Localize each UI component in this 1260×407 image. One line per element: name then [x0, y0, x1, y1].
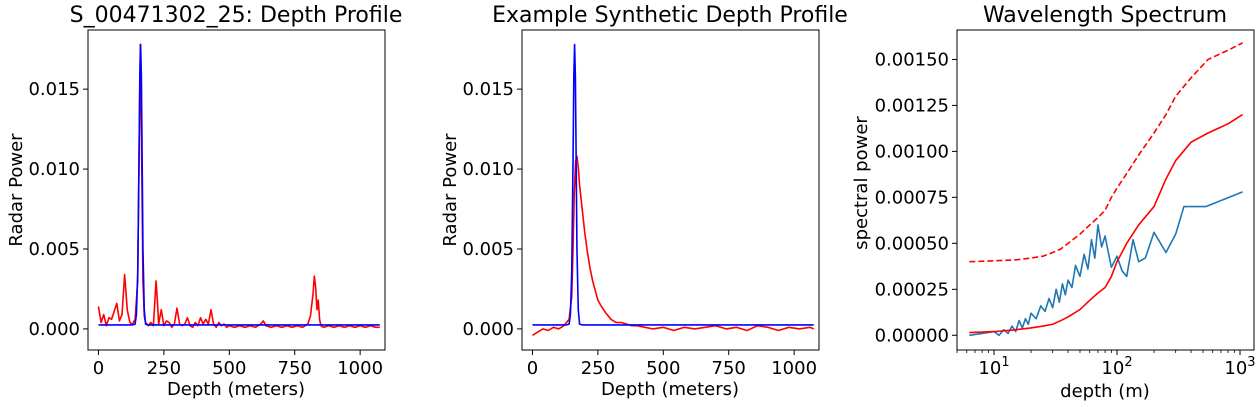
series-line-1 — [969, 191, 1243, 337]
x-tick-label: 750 — [712, 358, 746, 379]
series-line-3 — [969, 42, 1243, 263]
series-line-2 — [532, 43, 814, 326]
series-line-2 — [969, 113, 1244, 334]
y-tick-label: 0.010 — [28, 159, 80, 180]
x-tick-label: 101 — [978, 355, 1009, 379]
series-line-2 — [98, 43, 380, 326]
x-tick-label: 250 — [147, 358, 181, 379]
panel2-title: Example Synthetic Depth Profile — [492, 3, 848, 28]
y-tick-label: 0.005 — [462, 239, 514, 260]
panel2-xlabel: Depth (meters) — [601, 379, 739, 400]
panel3-xlabel: depth (m) — [1060, 381, 1150, 402]
series-line-1 — [532, 155, 815, 336]
panel3-title: Wavelength Spectrum — [983, 3, 1227, 28]
y-tick-label: 0.00150 — [875, 49, 949, 70]
y-tick-label: 0.015 — [462, 79, 514, 100]
axes-frame — [87, 29, 386, 351]
panel3-ylabel: spectral power — [851, 116, 872, 250]
axes-frame — [521, 29, 820, 351]
panel1-ylabel: Radar Power — [6, 133, 27, 247]
series-line-1 — [97, 43, 380, 329]
y-tick-label: 0.000 — [462, 319, 514, 340]
panel-wavelength-spectrum: Wavelength Spectrum depth (m) spectral p… — [851, 3, 1256, 402]
x-tick-label: 102 — [1101, 355, 1132, 379]
panel1-xlabel: Depth (meters) — [167, 379, 305, 400]
y-tick-label: 0.015 — [28, 79, 80, 100]
x-tick-label: 103 — [1224, 355, 1255, 379]
panel-synthetic-profile: Example Synthetic Depth Profile Depth (m… — [440, 3, 848, 400]
y-tick-label: 0.00050 — [875, 233, 949, 254]
axes-frame — [956, 29, 1255, 351]
y-tick-label: 0.00075 — [875, 187, 949, 208]
y-tick-label: 0.005 — [28, 239, 80, 260]
y-tick-label: 0.00125 — [875, 95, 949, 116]
x-tick-label: 500 — [646, 358, 680, 379]
x-tick-label: 0 — [93, 358, 104, 379]
x-tick-label: 500 — [212, 358, 246, 379]
panel2-ylabel: Radar Power — [440, 133, 461, 247]
y-tick-label: 0.010 — [462, 159, 514, 180]
y-tick-label: 0.00100 — [875, 141, 949, 162]
x-tick-label: 0 — [527, 358, 538, 379]
y-tick-label: 0.000 — [28, 319, 80, 340]
x-tick-label: 1000 — [771, 358, 817, 379]
x-tick-label: 1000 — [337, 358, 383, 379]
panel1-title: S_00471302_25: Depth Profile — [70, 3, 403, 28]
y-tick-label: 0.00000 — [875, 325, 949, 346]
panel-depth-profile: S_00471302_25: Depth Profile Depth (mete… — [6, 3, 402, 400]
x-tick-label: 750 — [278, 358, 312, 379]
x-tick-label: 250 — [581, 358, 615, 379]
y-tick-label: 0.00025 — [875, 279, 949, 300]
